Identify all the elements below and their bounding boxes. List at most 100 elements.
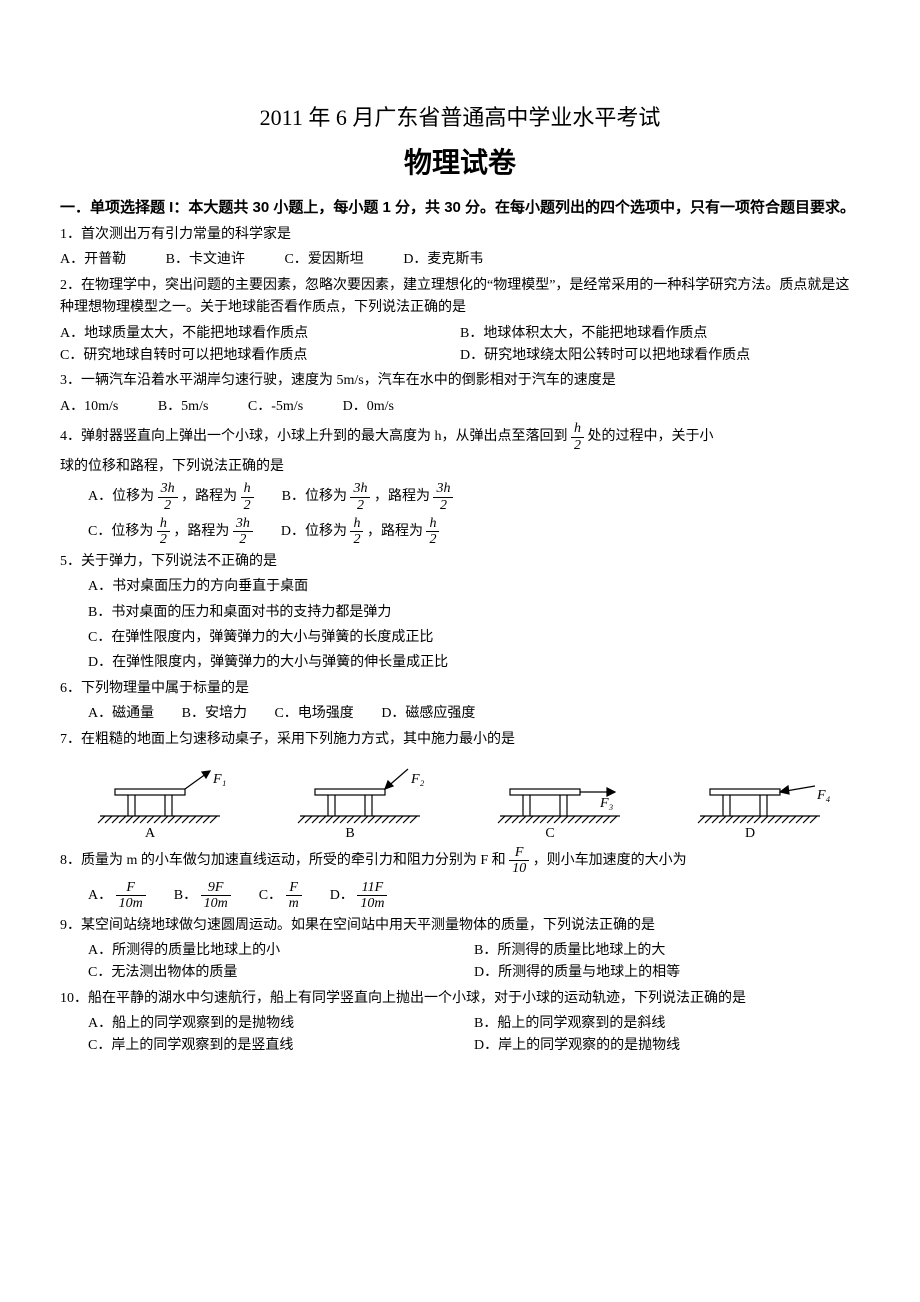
q1-options: A．开普勒 B．卡文迪许 C．爱因斯坦 D．麦克斯韦 xyxy=(60,249,860,271)
q2-A: A．地球质量太大，不能把地球看作质点 xyxy=(60,323,460,345)
q8-stem-b: ，则小车加速度的大小为 xyxy=(533,853,687,868)
q3-stem: 3．一辆汽车沿着水平湖岸匀速行驶，速度为 5m/s，汽车在水中的倒影相对于汽车的… xyxy=(60,370,860,392)
frac-den: 2 xyxy=(426,532,439,547)
frac-den: 2 xyxy=(433,498,453,513)
q9-D: D．所测得的质量与地球上的相等 xyxy=(474,962,860,984)
frac-num: 3h xyxy=(158,481,178,497)
frac-den: 10 xyxy=(509,861,529,876)
q9-C: C．无法测出物体的质量 xyxy=(88,962,474,984)
q3-C: C．-5m/s xyxy=(248,396,303,418)
q9-stem: 9．某空间站绕地球做匀速圆周运动。如果在空间站中用天平测量物体的质量，下列说法正… xyxy=(60,915,860,937)
q4-row1: A．位移为 3h2 ，路程为 h2 B．位移为 3h2 ，路程为 3h2 xyxy=(60,481,860,513)
frac-den: 2 xyxy=(157,532,170,547)
q4-D-mid: ，路程为 xyxy=(367,524,423,539)
section-1-title: 一．单项选择题 I：本大题共 30 小题上，每小题 1 分，共 30 分。在每小… xyxy=(60,196,860,220)
q4-stem-b: 处的过程中，关于小 xyxy=(588,429,714,444)
frac-num: h xyxy=(157,516,170,532)
q4-C-pre: C．位移为 xyxy=(88,524,153,539)
opt-label: D xyxy=(745,826,755,841)
q1-A: A．开普勒 xyxy=(60,249,126,271)
q7-diagram-A: F₁ A xyxy=(80,761,240,841)
frac-den: 2 xyxy=(350,532,363,547)
q7-diagram-D: F₄ D xyxy=(680,761,840,841)
frac-num: 11F xyxy=(357,880,387,896)
opt-label: A xyxy=(145,826,156,841)
q4-A-pre: A．位移为 xyxy=(88,489,154,504)
q2-C: C．研究地球自转时可以把地球看作质点 xyxy=(60,345,460,367)
frac-den: 10m xyxy=(201,896,231,911)
frac-num: h xyxy=(241,481,254,497)
q6-C: C．电场强度 xyxy=(274,703,353,725)
q4-stem-a: 4．弹射器竖直向上弹出一个小球，小球上升到的最大高度为 h，从弹出点至落回到 xyxy=(60,429,568,444)
q4-stem-c: 球的位移和路程，下列说法正确的是 xyxy=(60,456,860,478)
frac-den: 2 xyxy=(233,532,253,547)
q3-options: A．10m/s B．5m/s C．-5m/s D．0m/s xyxy=(60,396,860,418)
q10-A: A．船上的同学观察到的是抛物线 xyxy=(88,1013,474,1035)
q2-B: B．地球体积太大，不能把地球看作质点 xyxy=(460,323,860,345)
q10-B: B．船上的同学观察到的是斜线 xyxy=(474,1013,860,1035)
q4-A-mid: ，路程为 xyxy=(181,489,237,504)
q7-diagram-B: F₂ B xyxy=(280,761,440,841)
q8-stem-a: 8．质量为 m 的小车做匀加速直线运动，所受的牵引力和阻力分别为 F 和 xyxy=(60,853,506,868)
frac-num: 3h xyxy=(433,481,453,497)
frac-num: 9F xyxy=(201,880,231,896)
q9-B: B．所测得的质量比地球上的大 xyxy=(474,940,860,962)
frac-num: h xyxy=(350,516,363,532)
q6-B: B．安培力 xyxy=(182,703,247,725)
q2-D: D．研究地球绕太阳公转时可以把地球看作质点 xyxy=(460,345,860,367)
q7-stem: 7．在粗糙的地面上匀速移动桌子，采用下列施力方式，其中施力最小的是 xyxy=(60,729,860,751)
q1-D: D．麦克斯韦 xyxy=(403,249,483,271)
q4-B-mid: ，路程为 xyxy=(374,489,430,504)
q1-C: C．爱因斯坦 xyxy=(284,249,363,271)
q6-stem: 6．下列物理量中属于标量的是 xyxy=(60,678,860,700)
q5-C: C．在弹性限度内，弹簧弹力的大小与弹簧的长度成正比 xyxy=(60,627,860,649)
exam-header-line2: 物理试卷 xyxy=(60,141,860,186)
exam-header-line1: 2011 年 6 月广东省普通高中学业水平考试 xyxy=(60,100,860,135)
q4-B-pre: B．位移为 xyxy=(282,489,347,504)
frac-num: F xyxy=(509,845,529,861)
q5-B: B．书对桌面的压力和桌面对书的支持力都是弹力 xyxy=(60,602,860,624)
q5-D: D．在弹性限度内，弹簧弹力的大小与弹簧的伸长量成正比 xyxy=(60,652,860,674)
q8-D-pre: D． xyxy=(330,888,354,903)
q4-stem: 4．弹射器竖直向上弹出一个小球，小球上升到的最大高度为 h，从弹出点至落回到 h… xyxy=(60,421,860,453)
force-label: F₂ xyxy=(410,772,425,787)
force-label: F₁ xyxy=(212,772,226,787)
force-label: F₄ xyxy=(816,788,831,803)
q10-options: A．船上的同学观察到的是抛物线 B．船上的同学观察到的是斜线 C．岸上的同学观察… xyxy=(60,1013,860,1058)
frac-den: m xyxy=(286,896,302,911)
q8-options: A． F10m B． 9F10m C． Fm D． 11F10m xyxy=(60,880,860,912)
q7-diagram-C: F₃ C xyxy=(480,761,640,841)
q8-C-pre: C． xyxy=(259,888,282,903)
q8-B-pre: B． xyxy=(174,888,197,903)
q8-stem: 8．质量为 m 的小车做匀加速直线运动，所受的牵引力和阻力分别为 F 和 F10… xyxy=(60,845,860,877)
q4-D-pre: D．位移为 xyxy=(281,524,347,539)
frac-num: h xyxy=(571,421,584,437)
frac-num: F xyxy=(116,880,146,896)
q6-D: D．磁感应强度 xyxy=(381,703,475,725)
q7-diagrams: F₁ A F₂ B F₃ C xyxy=(60,761,860,841)
q5-stem: 5．关于弹力，下列说法不正确的是 xyxy=(60,551,860,573)
frac-den: 2 xyxy=(241,498,254,513)
q6-A: A．磁通量 xyxy=(88,703,154,725)
q9-A: A．所测得的质量比地球上的小 xyxy=(88,940,474,962)
frac-den: 2 xyxy=(571,438,584,453)
frac-num: h xyxy=(426,516,439,532)
frac-num: 3h xyxy=(350,481,370,497)
frac-num: 3h xyxy=(233,516,253,532)
q4-C-mid: ，路程为 xyxy=(173,524,229,539)
q6-options: A．磁通量 B．安培力 C．电场强度 D．磁感应强度 xyxy=(60,703,860,725)
frac-den: 10m xyxy=(116,896,146,911)
frac-den: 10m xyxy=(357,896,387,911)
force-label: F₃ xyxy=(599,796,614,811)
q4-row2: C．位移为 h2 ，路程为 3h2 D．位移为 h2 ，路程为 h2 xyxy=(60,516,860,548)
q3-B: B．5m/s xyxy=(158,396,209,418)
q5-A: A．书对桌面压力的方向垂直于桌面 xyxy=(60,576,860,598)
q2-options: A．地球质量太大，不能把地球看作质点 B．地球体积太大，不能把地球看作质点 C．… xyxy=(60,323,860,368)
q8-A-pre: A． xyxy=(88,888,112,903)
frac-den: 2 xyxy=(350,498,370,513)
q1-stem: 1．首次测出万有引力常量的科学家是 xyxy=(60,224,860,246)
q10-C: C．岸上的同学观察到的是竖直线 xyxy=(88,1035,474,1057)
frac-num: F xyxy=(286,880,302,896)
frac-den: 2 xyxy=(158,498,178,513)
q3-A: A．10m/s xyxy=(60,396,118,418)
